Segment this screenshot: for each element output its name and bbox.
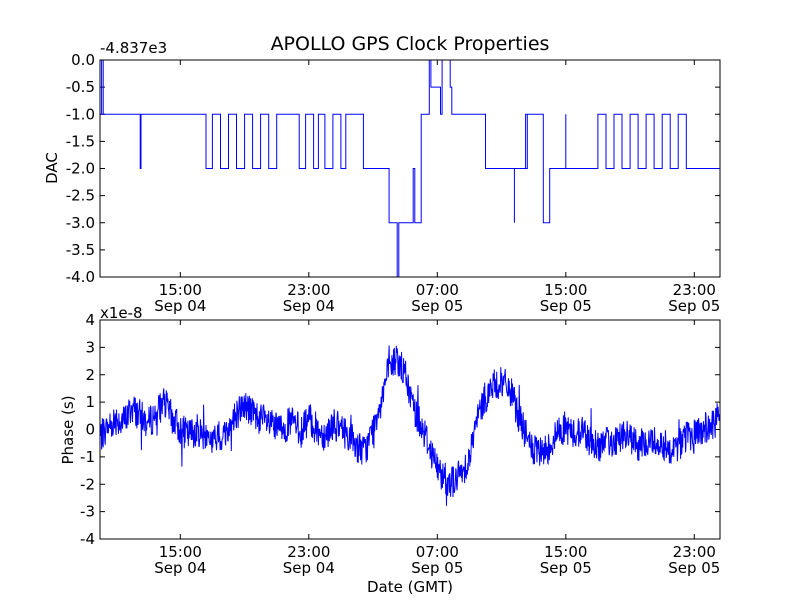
dac-ytick-label: -1.5 <box>66 132 95 150</box>
dac-xtick-time: 15:00 <box>159 281 202 299</box>
dac-xtick-date: Sep 04 <box>283 297 335 315</box>
phase-xtick-date: Sep 04 <box>154 559 206 577</box>
figure-title: APOLLO GPS Clock Properties <box>271 33 550 55</box>
phase-ytick-label: -1 <box>80 448 95 466</box>
dac-plot-frame <box>99 59 721 278</box>
phase-ytick-label: -2 <box>80 475 95 493</box>
phase-ytick-label: 2 <box>85 366 95 384</box>
dac-ytick-label: -3.0 <box>66 214 95 232</box>
dac-ticks: 0.0 -0.5 -1.0 -1.5 -2.0 -2.5 -3.0 -3.5 -4.0 15:00… <box>66 51 721 315</box>
phase-xtick-date: Sep 05 <box>540 559 592 577</box>
dac-xtick-time: 15:00 <box>544 281 587 299</box>
phase-axes: x1e-8 Phase (s) Date (GMT) 4 3 2 1 0 -1 -2 -3 -4… <box>59 304 721 596</box>
phase-xlabel: Date (GMT) <box>367 578 453 596</box>
dac-xtick-date: Sep 05 <box>540 297 592 315</box>
dac-xtick-time: 07:00 <box>416 281 459 299</box>
dac-xtick-date: Sep 04 <box>154 297 206 315</box>
phase-series <box>99 345 721 506</box>
phase-xtick-date: Sep 04 <box>283 559 335 577</box>
phase-ytick-label: 3 <box>85 338 95 356</box>
dac-xtick-time: 23:00 <box>287 281 330 299</box>
phase-xtick-time: 15:00 <box>544 543 587 561</box>
phase-xtick-date: Sep 05 <box>411 559 463 577</box>
dac-ytick-label: -0.5 <box>66 78 95 96</box>
dac-ytick-label: -4.0 <box>66 268 95 286</box>
phase-ytick-label: -3 <box>80 503 95 521</box>
phase-series-line <box>99 345 721 506</box>
phase-offset-label: x1e-8 <box>100 304 143 322</box>
dac-ytick-label: -1.0 <box>66 105 95 123</box>
dac-ytick-label: -2.0 <box>66 160 95 178</box>
dac-series <box>100 59 720 278</box>
dac-axes: -4.837e3 DAC 0.0 -0.5 -1.0 -1.5 -2.0 -2.5 -3.0… <box>43 39 721 315</box>
dac-series-line <box>100 59 720 278</box>
phase-xtick-time: 07:00 <box>416 543 459 561</box>
phase-ytick-label: -4 <box>80 530 95 548</box>
phase-plot-frame <box>99 319 721 540</box>
dac-ylabel: DAC <box>43 152 61 184</box>
dac-offset-label: -4.837e3 <box>100 39 167 57</box>
phase-ytick-label: 4 <box>85 311 95 329</box>
dac-xtick-date: Sep 05 <box>668 297 720 315</box>
dac-ytick-label: -3.5 <box>66 241 95 259</box>
phase-ytick-label: 1 <box>85 393 95 411</box>
dac-xtick-time: 23:00 <box>673 281 716 299</box>
dac-xtick-date: Sep 05 <box>411 297 463 315</box>
phase-xtick-time: 23:00 <box>673 543 716 561</box>
dac-ytick-label: 0.0 <box>71 51 95 69</box>
dac-ytick-label: -2.5 <box>66 187 95 205</box>
phase-ylabel: Phase (s) <box>59 395 77 464</box>
phase-ytick-label: 0 <box>85 421 95 439</box>
phase-xtick-time: 23:00 <box>287 543 330 561</box>
phase-xtick-time: 15:00 <box>159 543 202 561</box>
phase-xtick-date: Sep 05 <box>668 559 720 577</box>
